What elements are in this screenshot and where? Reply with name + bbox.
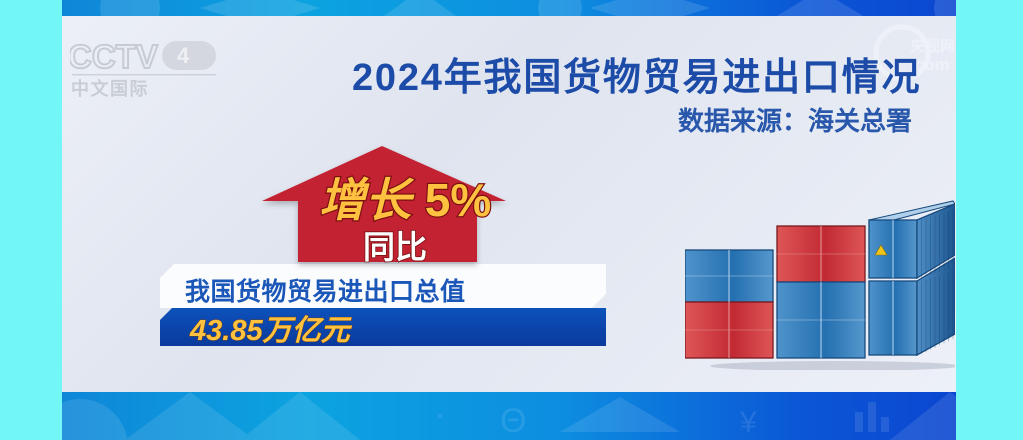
svg-text:CCTV: CCTV [70, 38, 158, 75]
svg-text:增长: 增长 [319, 174, 415, 226]
svg-text:¥: ¥ [739, 406, 757, 439]
svg-text:Θ: Θ [500, 402, 526, 440]
svg-text:中文国际: 中文国际 [71, 78, 149, 99]
svg-text:43.85万亿元: 43.85万亿元 [189, 315, 353, 347]
svg-text:同比: 同比 [363, 229, 427, 265]
svg-text:5%: 5% [425, 174, 491, 226]
svg-text:4: 4 [177, 43, 190, 68]
